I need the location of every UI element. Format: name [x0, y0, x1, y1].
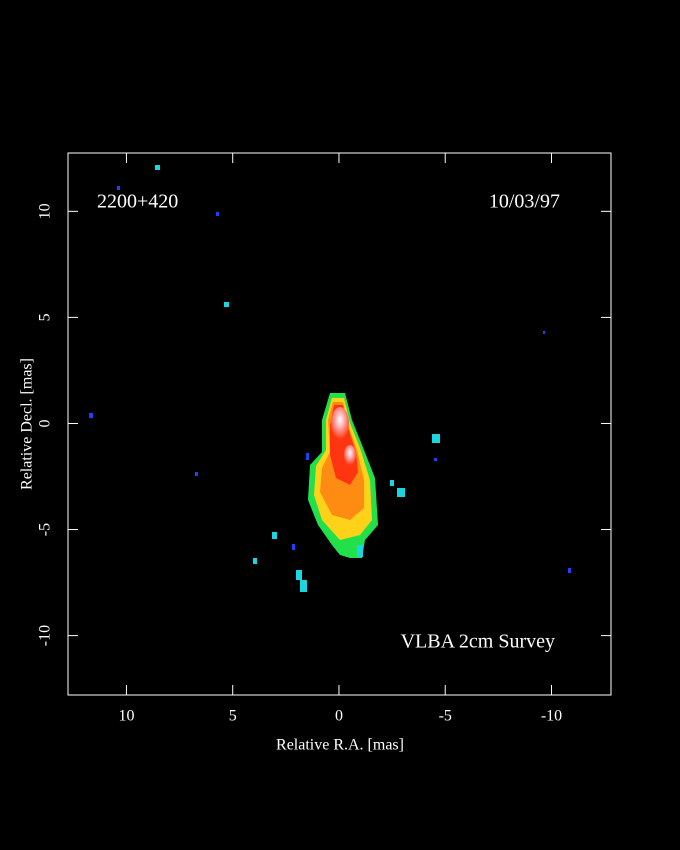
core: [331, 407, 349, 439]
annotation: VLBA 2cm Survey: [401, 631, 555, 653]
faint-blobs: [89, 186, 571, 573]
y-tick-label: 10: [37, 203, 54, 219]
x-tick-label: 0: [335, 708, 343, 725]
noise-blobs: [155, 165, 440, 592]
x-tick-label: -5: [439, 708, 452, 725]
x-tick-label: 5: [229, 708, 237, 725]
y-tick-label: -10: [37, 625, 54, 646]
source-image: [89, 165, 571, 592]
date: 10/03/97: [489, 191, 560, 213]
y-axis-label: Relative Decl. [mas]: [19, 358, 36, 490]
jet-knot: [344, 445, 356, 465]
x-axis-label: Relative R.A. [mas]: [276, 737, 404, 754]
x-tick-label: 10: [118, 708, 134, 725]
source-name: 2200+420: [97, 191, 178, 213]
x-tick-label: -10: [541, 708, 562, 725]
y-tick-label: 0: [37, 419, 54, 427]
y-tick-label: -5: [37, 523, 54, 536]
y-tick-label: 5: [37, 313, 54, 321]
